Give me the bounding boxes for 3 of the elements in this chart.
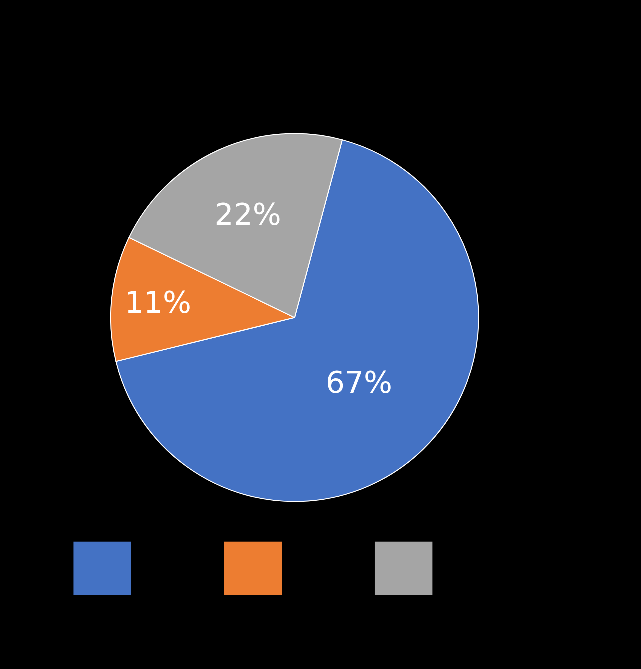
data-label: 22% [214,198,282,234]
data-label: 11% [124,286,192,321]
data-label: 67% [326,366,393,401]
